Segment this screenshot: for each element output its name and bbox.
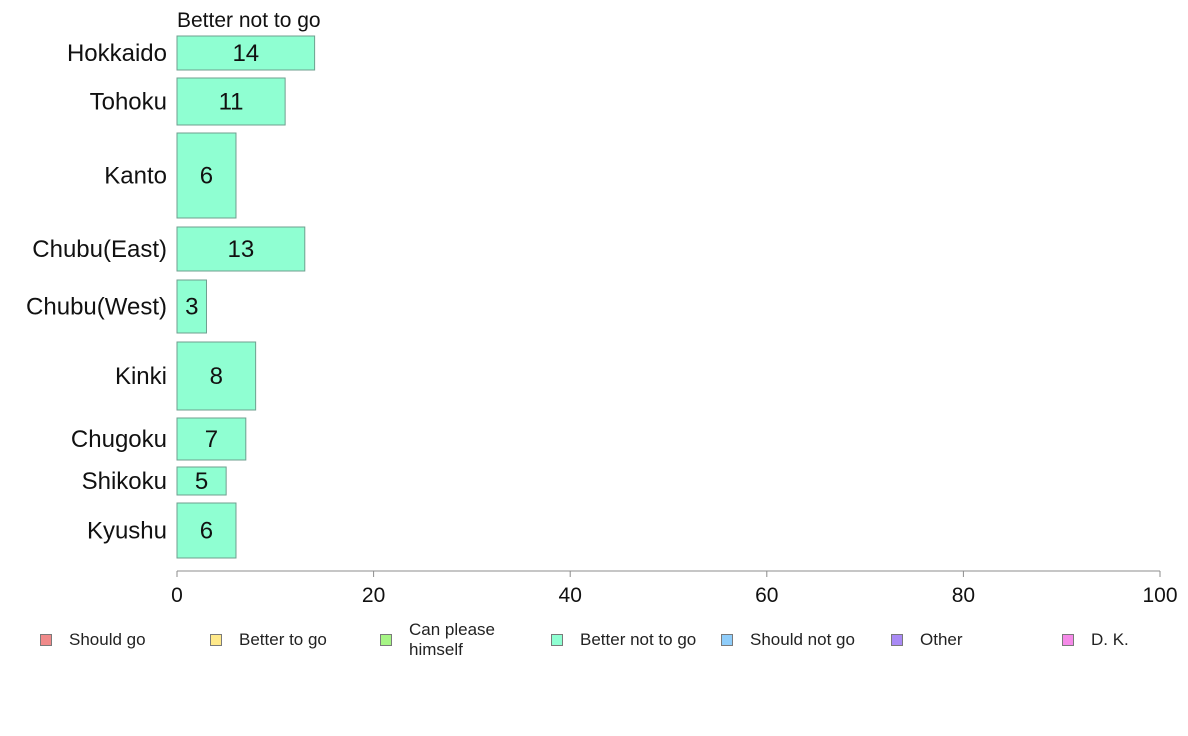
category-label: Kinki (115, 363, 167, 390)
category-label: Chubu(West) (26, 294, 167, 321)
bar-row: Kanto 6 (104, 132, 237, 219)
bar-row: Kyushu 6 (87, 502, 237, 559)
x-axis: 0 20 40 60 80 100 (171, 570, 1178, 607)
x-tick-label: 20 (362, 584, 385, 607)
bar-row: Tohoku 11 (90, 77, 286, 126)
legend-item: Better not to go (551, 620, 710, 660)
bar-row: Chubu(West) 3 (26, 279, 207, 334)
bar (176, 226, 306, 272)
legend-swatch (551, 634, 563, 646)
bar-row: Hokkaido 14 (67, 35, 316, 71)
legend-item: Should not go (721, 620, 880, 660)
bar-value-label: 5 (195, 468, 208, 495)
bar-value-label: 6 (200, 518, 213, 545)
bar-value-label: 11 (219, 89, 244, 116)
bar (176, 341, 257, 411)
x-tick-label: 100 (1142, 584, 1177, 607)
legend-label: D. K. (1091, 630, 1129, 649)
x-tick-label: 80 (952, 584, 975, 607)
category-label: Chubu(East) (32, 236, 167, 263)
legend-item: D. K. (1062, 620, 1188, 660)
legend-label: Can please himself (409, 620, 496, 659)
bar (176, 466, 227, 496)
bar-value-label: 6 (200, 163, 213, 190)
legend-item: Should go (40, 620, 199, 660)
legend-label: Other (920, 630, 963, 649)
category-label: Chugoku (71, 426, 167, 453)
bar-value-label: 14 (232, 40, 259, 67)
legend-label: Should go (69, 630, 146, 649)
legend-swatch (891, 634, 903, 646)
series-label: Better not to go (177, 9, 321, 32)
bar-chart: Better not to go Hokkaido 14 Tohoku 11 Kanto… (26, 9, 1178, 607)
bar-row: Chubu(East) 13 (32, 226, 306, 272)
category-label: Kanto (104, 163, 167, 190)
legend-swatch (721, 634, 733, 646)
bar (176, 502, 237, 559)
legend-item: Other (891, 620, 1050, 660)
bar-value-label: 7 (205, 426, 218, 453)
bar (176, 35, 316, 71)
category-label: Hokkaido (67, 40, 167, 67)
bar-value-label: 13 (228, 236, 255, 263)
category-label: Kyushu (87, 518, 167, 545)
x-tick-label: 0 (171, 584, 183, 607)
legend-swatch (210, 634, 222, 646)
legend: Should go Better to go Can please himself B… (0, 620, 1188, 670)
bar (176, 132, 237, 219)
bar (176, 279, 207, 334)
legend-label: Better not to go (580, 630, 697, 649)
category-label: Tohoku (90, 89, 167, 116)
bar (176, 77, 286, 126)
bar (176, 417, 247, 461)
legend-item: Can please himself (380, 620, 539, 660)
x-tick-label: 40 (559, 584, 582, 607)
bar-row: Chugoku 7 (71, 417, 247, 461)
legend-swatch (380, 634, 392, 646)
legend-swatch (1062, 634, 1074, 646)
legend-label: Better to go (239, 630, 327, 649)
category-label: Shikoku (82, 468, 167, 495)
legend-item: Better to go (210, 620, 369, 660)
bar-value-label: 3 (185, 294, 198, 321)
bar-value-label: 8 (210, 363, 223, 390)
x-tick-label: 60 (755, 584, 778, 607)
bar-row: Kinki 8 (115, 341, 257, 411)
bar-row: Shikoku 5 (82, 466, 227, 496)
legend-label: Should not go (750, 630, 855, 649)
legend-swatch (40, 634, 52, 646)
